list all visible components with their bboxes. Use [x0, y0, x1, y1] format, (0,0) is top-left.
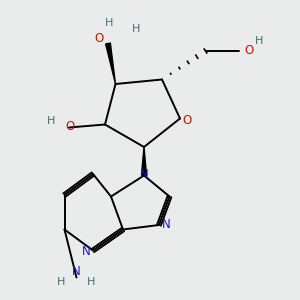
- Polygon shape: [142, 147, 146, 176]
- Text: H: H: [132, 23, 141, 34]
- Text: H: H: [255, 35, 264, 46]
- Text: N: N: [82, 244, 91, 258]
- Text: N: N: [140, 168, 149, 182]
- Text: O: O: [94, 32, 103, 46]
- Text: H: H: [47, 116, 56, 127]
- Text: O: O: [244, 44, 254, 58]
- Text: H: H: [87, 277, 96, 287]
- Polygon shape: [106, 43, 116, 84]
- Text: O: O: [182, 113, 191, 127]
- Text: O: O: [66, 120, 75, 133]
- Text: H: H: [57, 277, 66, 287]
- Text: H: H: [105, 17, 114, 28]
- Text: N: N: [162, 218, 171, 232]
- Text: N: N: [72, 265, 81, 278]
